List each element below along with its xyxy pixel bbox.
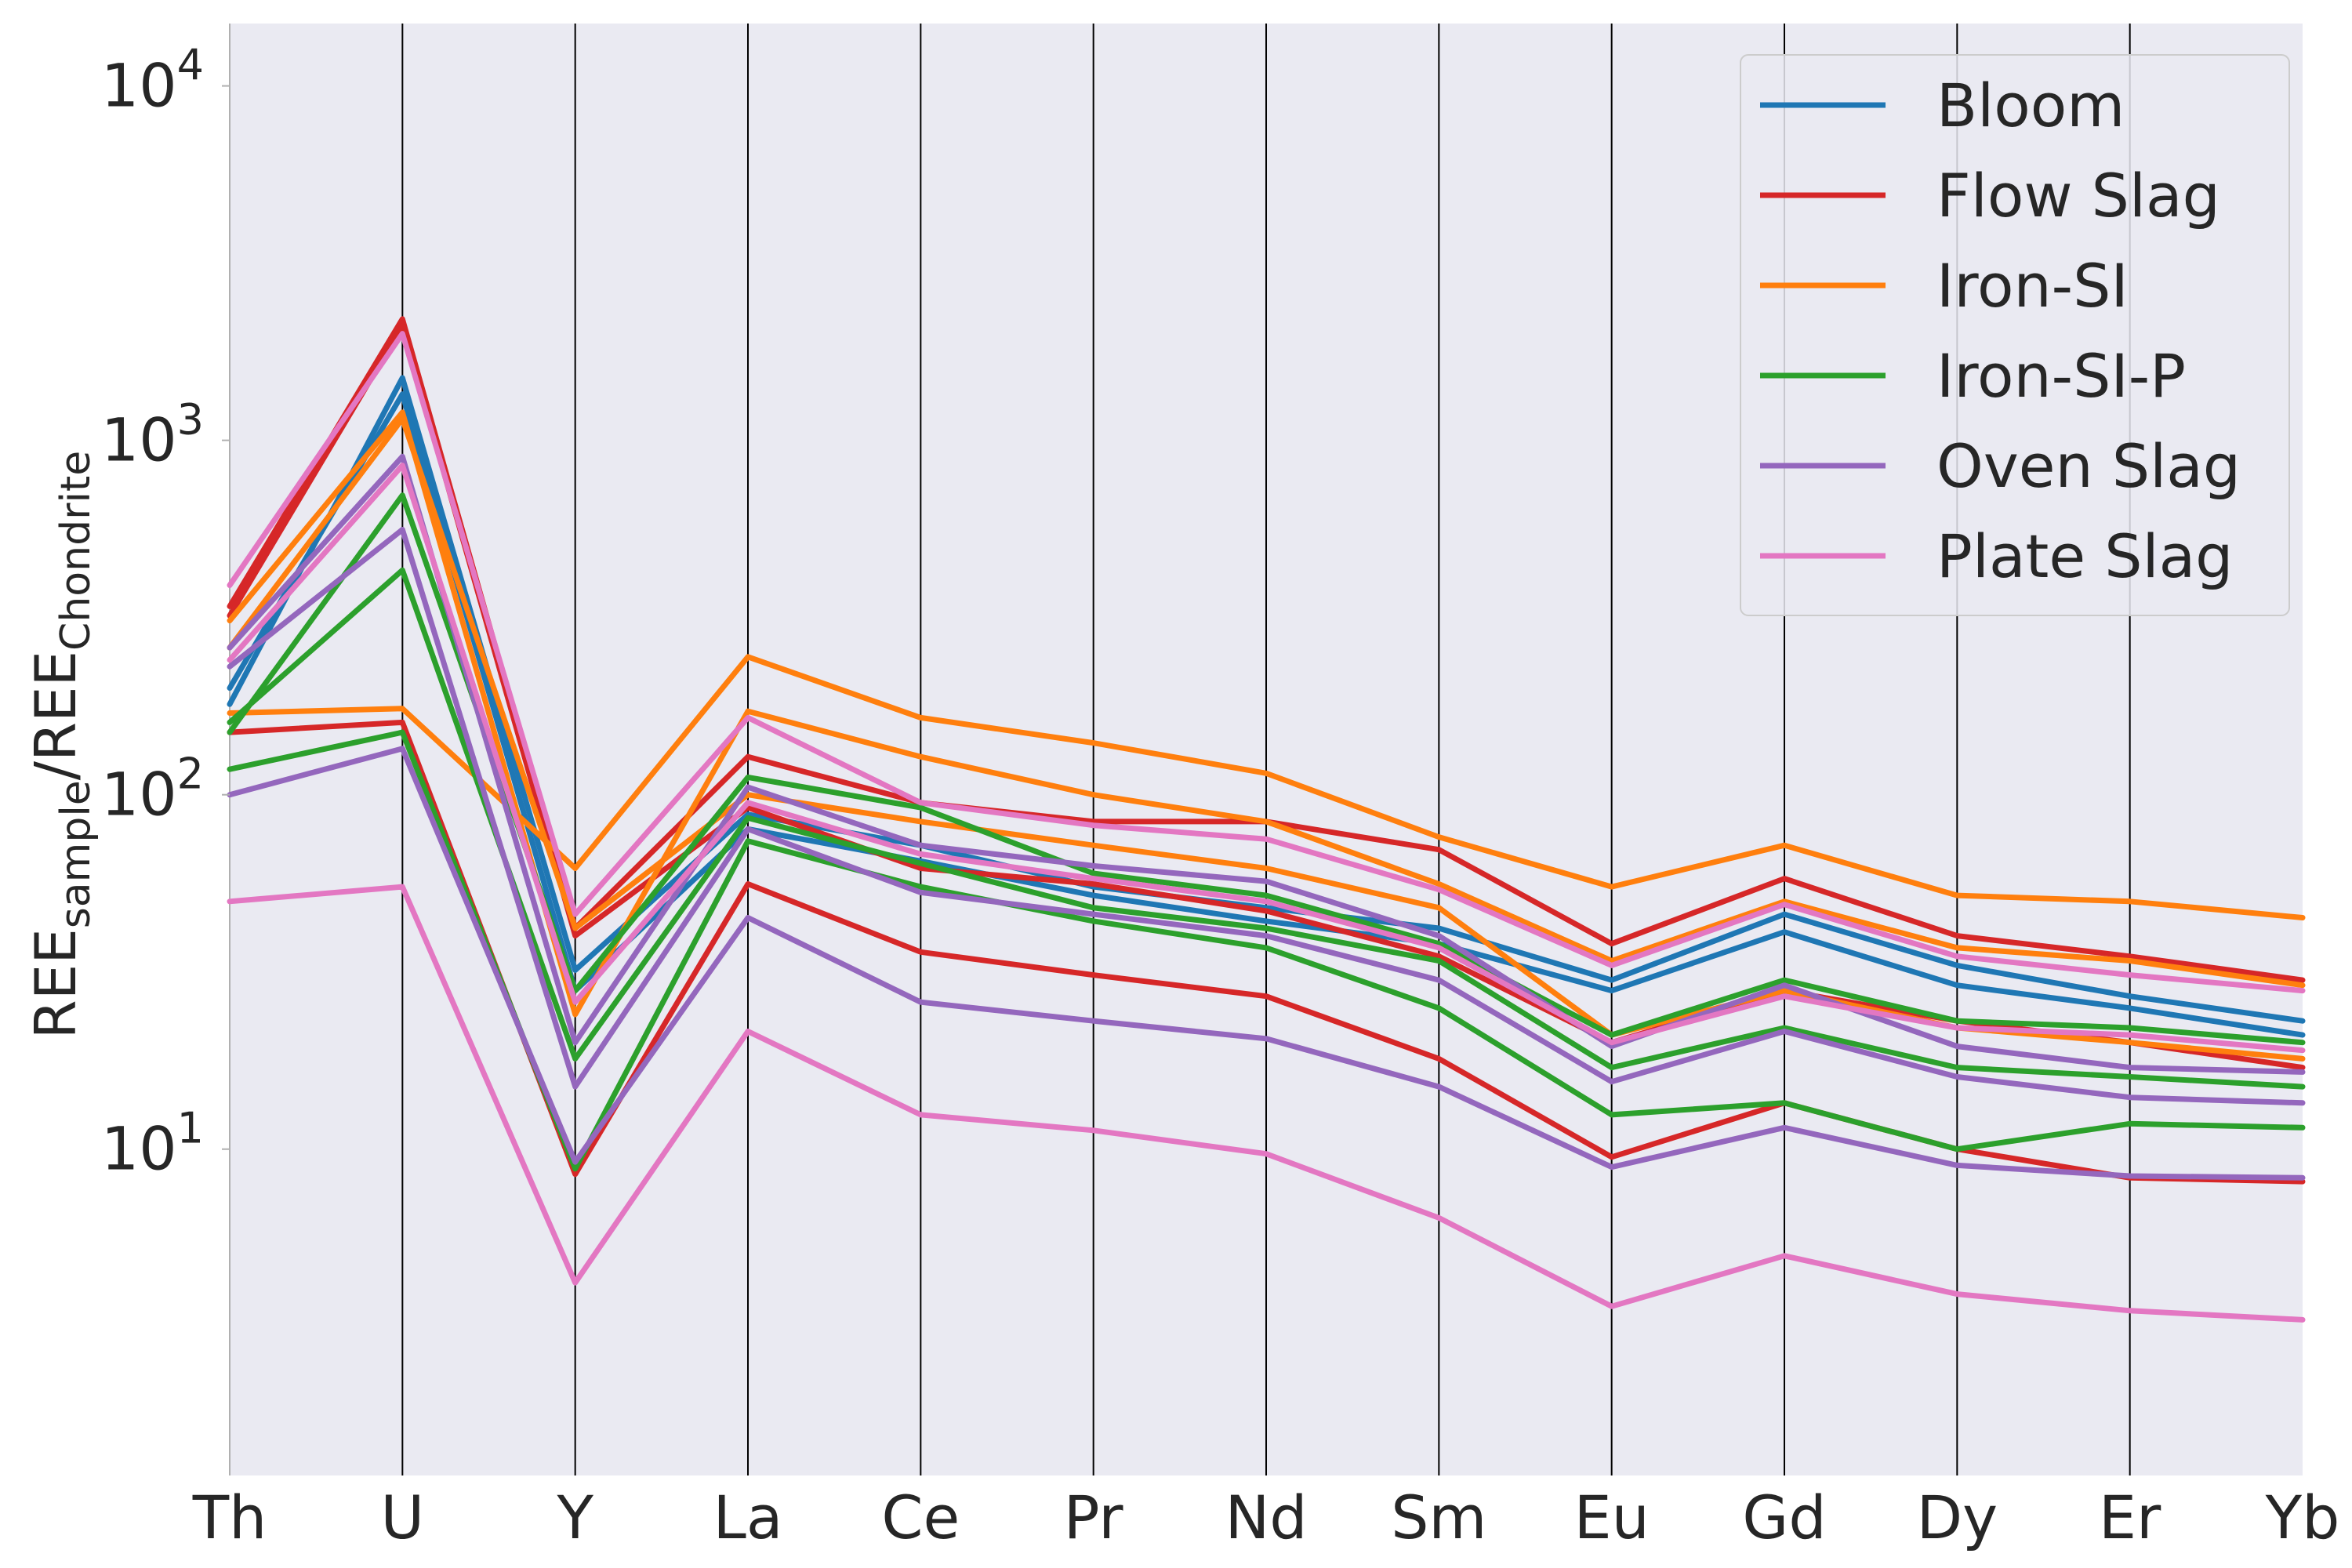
y-tick-label: 103 [101,395,204,475]
legend-label-iron-si-p: Iron-SI-P [1936,341,2186,411]
series-line-iron-si-p [227,567,2306,1090]
series-line-plate-slag [227,884,2306,1323]
legend-label-bloom: Bloom [1936,71,2125,140]
legend: Bloom Flow Slag Iron-SI Iron-SI-P Oven Slag P… [1740,54,2290,616]
series-line-plate-slag [227,463,2306,1054]
x-tick-labels: Th U Y La Ce Pr Nd Sm Eu Gd Dy Er Yb [192,1483,2340,1552]
x-tick-label: Dy [1917,1483,1998,1552]
x-tick-label: Gd [1742,1483,1826,1552]
series-line-oven-slag [227,453,2306,1075]
series-line-iron-si-p [227,729,2306,1172]
x-tick-label: Yb [2265,1483,2340,1552]
y-axis-label: REEsample/REEChondrite [23,451,100,1040]
series-line-oven-slag [227,527,2306,1106]
series-line-iron-si-p [227,492,2306,1046]
y-tick-label: 101 [101,1104,204,1184]
legend-label-iron-si: Iron-SI [1936,251,2129,321]
x-tick-label: Ce [881,1483,960,1552]
y-tick-label: 102 [101,750,204,829]
x-tick-label: Th [192,1483,267,1552]
series-line-bloom [227,375,2306,1024]
y-tick-labels: 101 102 103 104 [101,41,230,1184]
series-lines [227,316,2306,1323]
x-tick-label: Y [556,1483,593,1552]
x-tick-label: Nd [1225,1483,1307,1552]
legend-label-oven-slag: Oven Slag [1936,431,2241,501]
x-tick-label: Pr [1064,1483,1123,1552]
x-tick-label: Sm [1391,1483,1486,1552]
y-tick-label: 104 [101,41,204,121]
series-line-iron-si [227,654,2306,920]
x-tick-label: La [713,1483,783,1552]
legend-label-flow-slag: Flow Slag [1936,161,2220,230]
x-tick-label: Eu [1574,1483,1650,1552]
series-line-plate-slag [227,331,2306,994]
x-tick-label: Er [2099,1483,2161,1552]
series-line-iron-si [227,409,2306,1018]
legend-label-plate-slag: Plate Slag [1936,521,2233,591]
x-tick-label: U [381,1483,425,1552]
series-line-oven-slag [227,746,2306,1181]
